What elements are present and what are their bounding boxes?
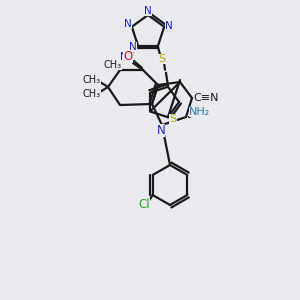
Text: N: N (129, 42, 137, 52)
Text: O: O (123, 50, 133, 62)
Text: CH₃: CH₃ (104, 60, 122, 70)
Text: Cl: Cl (139, 197, 151, 211)
Text: N: N (124, 19, 132, 29)
Text: N: N (120, 52, 128, 62)
Text: NH₂: NH₂ (189, 107, 211, 117)
Text: CH₃: CH₃ (83, 89, 101, 99)
Text: C≡N: C≡N (193, 93, 219, 103)
Text: CH₃: CH₃ (83, 75, 101, 85)
Text: N: N (144, 6, 152, 16)
Text: N: N (157, 124, 165, 136)
Text: N: N (165, 21, 173, 31)
Text: S: S (169, 114, 176, 124)
Text: S: S (158, 54, 166, 64)
